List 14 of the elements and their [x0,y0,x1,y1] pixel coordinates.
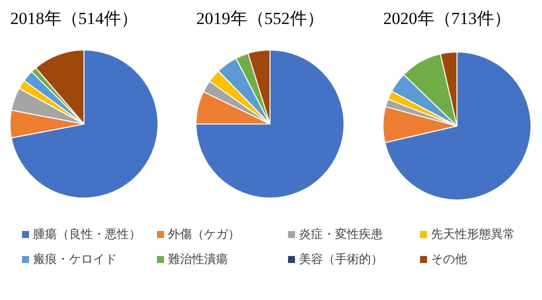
legend-label: 先天性形態異常 [431,227,515,241]
chart-title: 2019年（552件） [196,9,324,28]
legend-label: 瘢痕・ケロイド [33,252,117,266]
pie-slice [10,50,158,198]
chart-title: 2018年（514件） [10,9,138,28]
legend-label: 難治性潰瘍 [168,252,228,266]
chart-title: 2020年（713件） [383,9,511,28]
legend-label: 外傷（ケガ） [168,227,240,241]
pie-slice [196,50,344,198]
legend-label: 腫瘍（良性・悪性） [33,227,141,241]
legend-label: 美容（手術的） [299,252,383,266]
legend-label: 炎症・変性疾患 [299,227,383,241]
pie-slice [384,52,532,200]
legend-label: その他 [431,252,467,266]
